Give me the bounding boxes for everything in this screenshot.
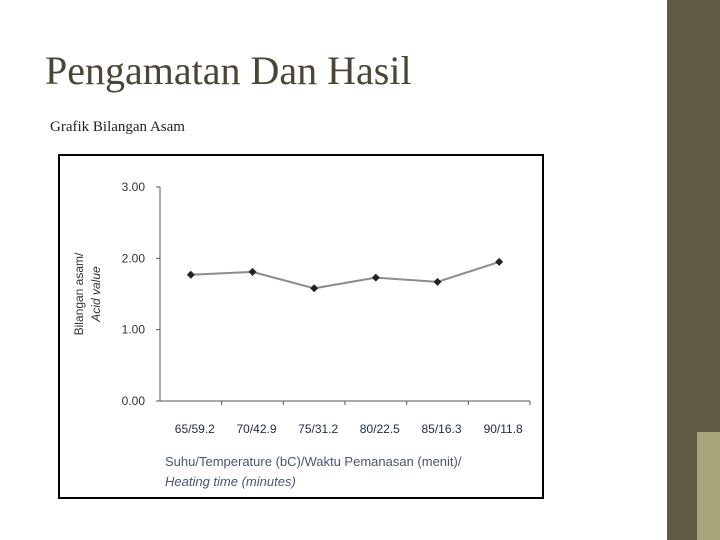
y-axis-label: Acid value: [89, 266, 103, 323]
y-tick-label: 1.00: [122, 323, 146, 337]
x-tick-label: 80/22.5: [360, 422, 400, 436]
y-tick-label: 0.00: [122, 394, 146, 408]
data-point: [433, 277, 442, 286]
slide-title: Pengamatan Dan Hasil: [45, 48, 412, 93]
y-axis-label: Bilangan asam/: [72, 252, 86, 335]
x-axis-label: Heating time (minutes): [165, 474, 296, 489]
data-line: [190, 260, 500, 290]
data-point: [310, 284, 319, 293]
chart: 0.00 1.00 2.00 3.00 65/59.2 70/42.9 75/31.2 80/…: [72, 180, 531, 489]
slide-subtitle: Grafik Bilangan Asam: [50, 119, 185, 135]
y-tick-label: 3.00: [122, 180, 146, 194]
x-axis-label: Suhu/Temperature (bC)/Waktu Pemanasan (m…: [165, 454, 462, 469]
x-tick-label: 75/31.2: [298, 422, 338, 436]
x-tick-label: 70/42.9: [236, 422, 276, 436]
x-tick-label: 90/11.8: [484, 422, 523, 436]
data-point: [371, 273, 380, 282]
y-tick-label: 2.00: [122, 251, 146, 265]
data-point: [495, 257, 504, 266]
x-tick-label: 85/16.3: [421, 422, 461, 436]
chart-frame: [58, 154, 544, 499]
data-point: [186, 270, 195, 279]
x-tick-label: 65/59.2: [175, 422, 215, 436]
side-accent: [697, 432, 720, 540]
data-point: [248, 267, 257, 276]
